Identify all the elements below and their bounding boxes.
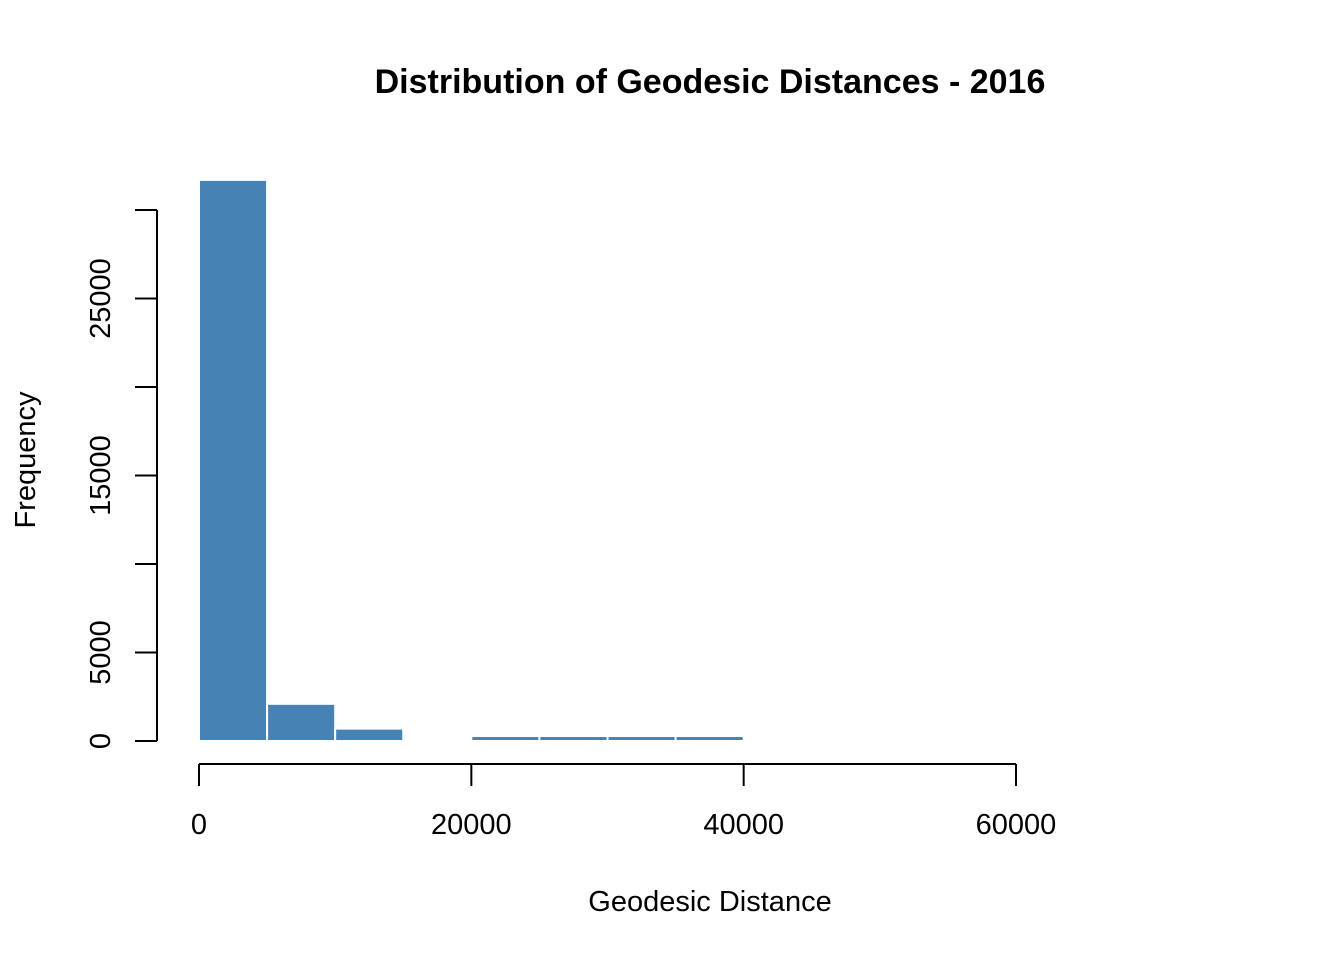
x-tick-label: 60000 (976, 809, 1057, 841)
x-tick-label: 40000 (703, 809, 784, 841)
histogram-bar-7 (674, 735, 745, 743)
x-axis-label: Geodesic Distance (588, 886, 831, 918)
chart-title: Distribution of Geodesic Distances - 201… (375, 63, 1046, 101)
y-tick-label: 0 (85, 733, 117, 749)
y-axis: 0 5000 15000 25000 (85, 209, 158, 749)
histogram-bar-2 (334, 727, 405, 742)
x-tick-label: 0 (191, 809, 207, 841)
y-tick-label: 5000 (85, 620, 117, 685)
histogram-bar-1 (266, 702, 337, 743)
histogram-bar-0 (198, 178, 269, 743)
histogram-bar-5 (538, 735, 609, 743)
x-tick-label: 20000 (431, 809, 512, 841)
x-axis: 0 20000 40000 60000 (191, 763, 1057, 841)
histogram-bar-6 (606, 735, 677, 743)
bars-group (198, 178, 745, 743)
y-axis-label: Frequency (10, 391, 42, 529)
y-tick-label: 25000 (85, 258, 117, 339)
histogram-bar-4 (470, 735, 541, 743)
y-tick-label: 15000 (85, 435, 117, 516)
